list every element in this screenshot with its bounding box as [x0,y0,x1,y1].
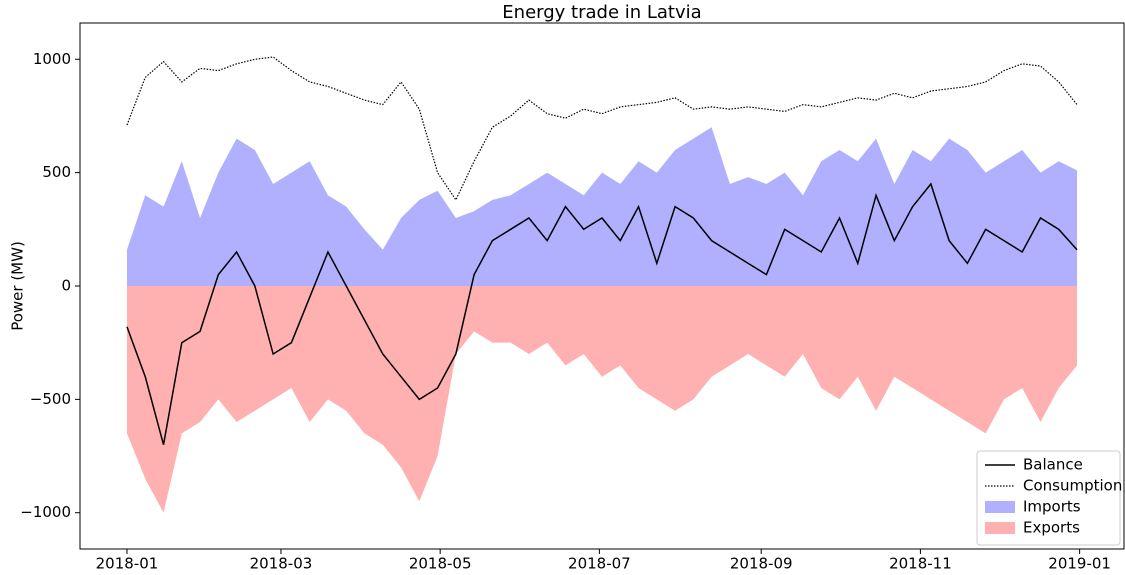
line [126,56,1078,202]
y-tick-label: −1000 [20,503,71,521]
x-tick-label: 2018-09 [730,555,793,572]
x-tick-label: 2018-05 [409,555,472,572]
x-tick-label: 2018-01 [96,555,159,572]
legend-swatch [985,522,1015,534]
legend-swatch [985,501,1015,513]
x-tick-label: 2018-11 [889,555,952,572]
y-tick-label: −500 [30,390,71,408]
x-tick-label: 2018-07 [568,555,631,572]
area [126,127,1078,286]
y-tick-label: 0 [61,277,71,295]
y-axis-label: Power (MW) [9,241,27,331]
legend-label: Balance [1023,456,1083,474]
area [126,286,1078,513]
line [126,182,1078,445]
legend: Balance Consumption Imports Exports [976,450,1122,546]
x-tick-label: 2018-03 [250,555,313,572]
x-tick-label: 2019-01 [1048,555,1111,572]
legend-label: Consumption [1023,477,1122,495]
chart-title: Energy trade in Latvia [502,2,701,23]
legend-label: Imports [1023,498,1081,516]
y-tick-label: 500 [42,163,71,181]
y-tick-label: 1000 [33,50,71,68]
legend-box [976,450,1121,546]
legend-label: Exports [1023,519,1080,537]
